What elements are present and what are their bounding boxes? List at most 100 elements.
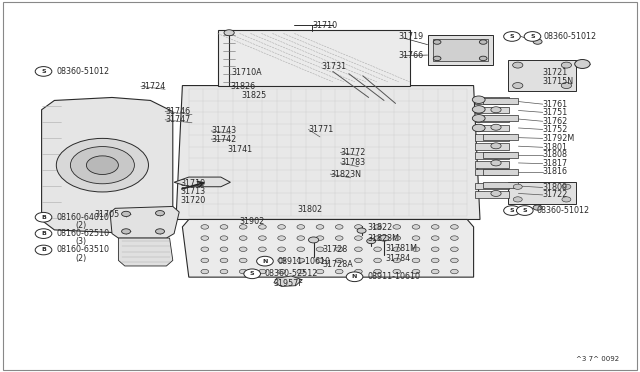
Circle shape bbox=[575, 60, 590, 68]
Polygon shape bbox=[176, 86, 480, 219]
Circle shape bbox=[220, 258, 228, 263]
Polygon shape bbox=[475, 143, 509, 150]
Circle shape bbox=[433, 56, 441, 61]
Circle shape bbox=[278, 269, 285, 274]
Text: B: B bbox=[41, 247, 46, 253]
Text: 31823M: 31823M bbox=[367, 234, 399, 243]
Text: 31747: 31747 bbox=[165, 115, 190, 124]
Text: 31719: 31719 bbox=[180, 179, 205, 187]
Text: 31719: 31719 bbox=[398, 32, 423, 41]
Circle shape bbox=[472, 106, 485, 113]
Circle shape bbox=[122, 229, 131, 234]
Circle shape bbox=[472, 96, 485, 103]
Text: 08911-10610: 08911-10610 bbox=[278, 257, 331, 266]
Text: 31741: 31741 bbox=[228, 145, 253, 154]
Circle shape bbox=[239, 269, 247, 274]
Polygon shape bbox=[475, 169, 509, 175]
Polygon shape bbox=[483, 152, 518, 158]
Circle shape bbox=[367, 238, 376, 244]
Text: 31761: 31761 bbox=[543, 100, 568, 109]
Circle shape bbox=[355, 247, 362, 251]
Text: (2): (2) bbox=[76, 254, 87, 263]
Polygon shape bbox=[483, 115, 518, 121]
Circle shape bbox=[504, 206, 520, 215]
Circle shape bbox=[278, 247, 285, 251]
Circle shape bbox=[451, 236, 458, 240]
Text: ^3 7^ 0092: ^3 7^ 0092 bbox=[577, 356, 620, 362]
Circle shape bbox=[412, 247, 420, 251]
Text: 31808: 31808 bbox=[543, 150, 568, 159]
Polygon shape bbox=[475, 152, 509, 159]
Text: 31809: 31809 bbox=[543, 183, 568, 192]
Text: 31721: 31721 bbox=[543, 68, 568, 77]
Circle shape bbox=[335, 236, 343, 240]
Text: 31792M: 31792M bbox=[543, 134, 575, 143]
Circle shape bbox=[316, 225, 324, 229]
Circle shape bbox=[297, 225, 305, 229]
Circle shape bbox=[451, 225, 458, 229]
Circle shape bbox=[201, 258, 209, 263]
Circle shape bbox=[220, 225, 228, 229]
Text: 08360-51012: 08360-51012 bbox=[544, 32, 597, 41]
Circle shape bbox=[516, 206, 533, 215]
Text: 08360-52512: 08360-52512 bbox=[265, 269, 318, 278]
Text: 31816: 31816 bbox=[543, 167, 568, 176]
Circle shape bbox=[491, 143, 501, 149]
Circle shape bbox=[220, 269, 228, 274]
Text: 31783: 31783 bbox=[340, 158, 365, 167]
Circle shape bbox=[259, 247, 266, 251]
Polygon shape bbox=[475, 134, 509, 141]
Circle shape bbox=[156, 229, 164, 234]
Circle shape bbox=[35, 67, 52, 76]
Text: S: S bbox=[41, 69, 46, 74]
Circle shape bbox=[472, 124, 485, 132]
Circle shape bbox=[491, 160, 501, 166]
Circle shape bbox=[244, 269, 260, 279]
Circle shape bbox=[278, 225, 285, 229]
Circle shape bbox=[297, 247, 305, 251]
Polygon shape bbox=[118, 238, 173, 266]
Polygon shape bbox=[475, 125, 509, 131]
Circle shape bbox=[346, 272, 363, 282]
Text: S: S bbox=[509, 34, 515, 39]
Circle shape bbox=[491, 124, 501, 130]
Circle shape bbox=[357, 228, 366, 233]
Circle shape bbox=[239, 225, 247, 229]
Polygon shape bbox=[475, 97, 509, 104]
Circle shape bbox=[451, 247, 458, 251]
Text: S: S bbox=[509, 208, 515, 213]
Text: S: S bbox=[530, 34, 535, 39]
Circle shape bbox=[431, 258, 439, 263]
Circle shape bbox=[308, 237, 319, 243]
Circle shape bbox=[220, 247, 228, 251]
Circle shape bbox=[412, 258, 420, 263]
Text: 31772: 31772 bbox=[340, 148, 366, 157]
Circle shape bbox=[201, 225, 209, 229]
Circle shape bbox=[335, 247, 343, 251]
Text: 31742: 31742 bbox=[211, 135, 236, 144]
Circle shape bbox=[355, 236, 362, 240]
Text: 31826: 31826 bbox=[230, 82, 255, 91]
Text: 08360-51012: 08360-51012 bbox=[536, 206, 589, 215]
Circle shape bbox=[224, 30, 234, 36]
Text: 31781M: 31781M bbox=[385, 244, 417, 253]
Circle shape bbox=[513, 83, 523, 89]
Polygon shape bbox=[508, 60, 576, 91]
Circle shape bbox=[86, 156, 118, 174]
Polygon shape bbox=[475, 191, 509, 198]
Text: 08160-64010: 08160-64010 bbox=[56, 213, 109, 222]
Text: B: B bbox=[41, 231, 46, 236]
Text: 31752: 31752 bbox=[543, 125, 568, 134]
Text: 31705: 31705 bbox=[95, 210, 120, 219]
Text: S: S bbox=[522, 208, 527, 213]
Circle shape bbox=[35, 245, 52, 255]
Polygon shape bbox=[475, 161, 509, 168]
Circle shape bbox=[316, 269, 324, 274]
Text: 31715N: 31715N bbox=[543, 77, 574, 86]
Circle shape bbox=[491, 190, 501, 196]
Circle shape bbox=[259, 258, 266, 263]
Circle shape bbox=[393, 225, 401, 229]
Circle shape bbox=[374, 236, 381, 240]
Polygon shape bbox=[483, 134, 518, 140]
Polygon shape bbox=[483, 169, 518, 175]
